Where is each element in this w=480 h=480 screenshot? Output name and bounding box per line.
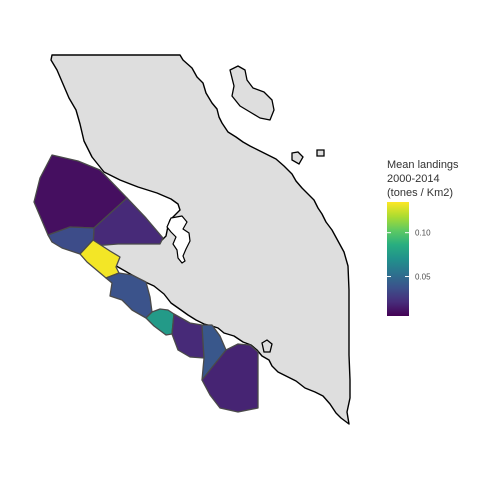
legend-tick-label: 0.05	[415, 273, 431, 282]
legend-title-line-3: (tones / Km2)	[387, 187, 453, 199]
island-north	[229, 65, 275, 121]
region-green-coast	[145, 308, 175, 336]
region-south-offshore	[201, 343, 259, 413]
legend-tick-label: 0.10	[415, 229, 431, 238]
legend-title-line-1: Mean landings	[387, 159, 459, 171]
island-small-c	[261, 339, 273, 353]
landing-regions	[33, 154, 259, 413]
legend-ticks: 0.05 0.10	[387, 229, 431, 282]
legend: Mean landings 2000-2014 (tones / Km2) 0.…	[387, 159, 459, 316]
legend-colorbar	[387, 202, 409, 316]
land-mainland	[50, 54, 351, 425]
river-inlet	[166, 215, 191, 264]
island-small-b	[316, 149, 325, 157]
island-small-a	[291, 151, 304, 165]
legend-title-line-2: 2000-2014	[387, 173, 440, 185]
region-coastal-hotspot	[79, 239, 121, 279]
